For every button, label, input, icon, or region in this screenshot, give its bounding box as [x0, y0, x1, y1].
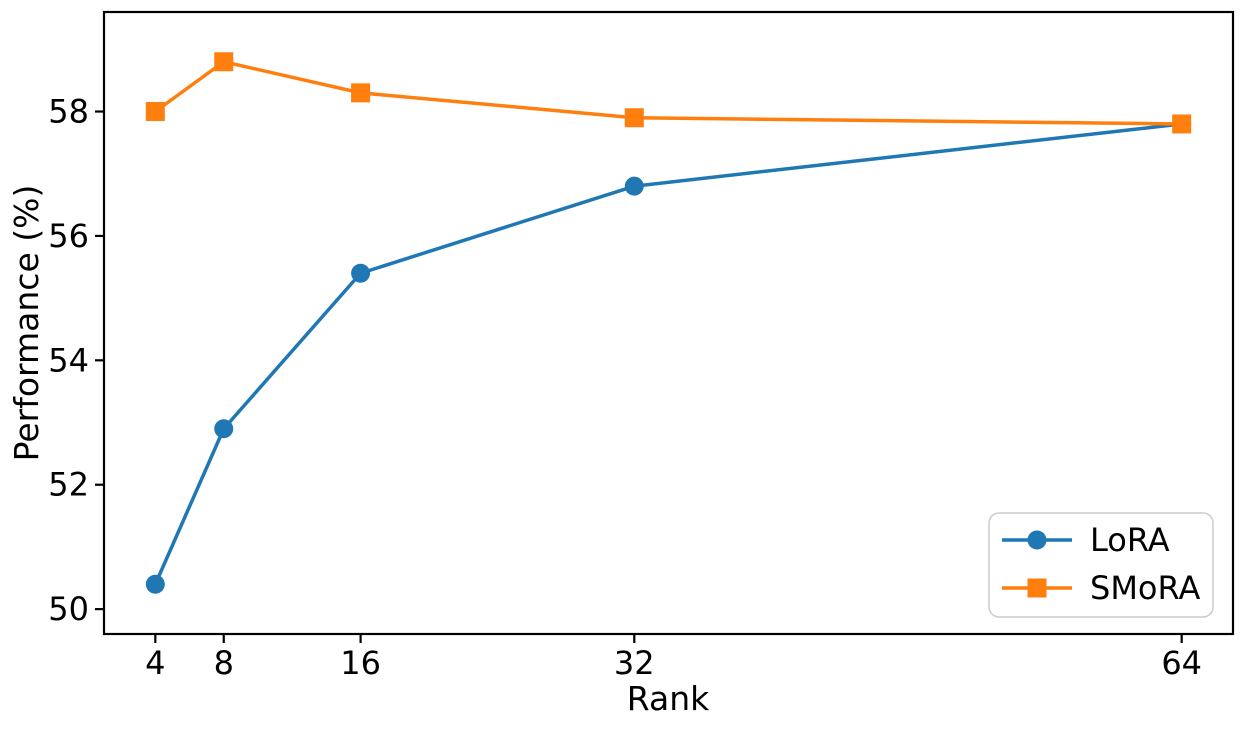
legend-label-smora: SMoRA	[1090, 569, 1200, 607]
lora-legend-circle-marker	[1027, 530, 1047, 550]
smora-line	[154, 60, 1182, 126]
legend-entry-smora: SMoRA	[1002, 569, 1200, 607]
y-axis-label: Performance (%)	[7, 185, 46, 462]
y-tick-label-52: 52	[48, 466, 89, 504]
plot-area: 4 8 16 32 64 50 52 54 56 58	[48, 10, 1235, 682]
lora-marker-rank-32	[624, 176, 644, 196]
smora-marker-rank-64	[1172, 114, 1192, 134]
smora-marker-rank-32	[624, 108, 644, 128]
lora-marker-rank-4	[145, 574, 165, 594]
x-tick-label-64: 64	[1161, 644, 1202, 682]
y-tick-label-58: 58	[48, 93, 89, 131]
lora-marker-rank-16	[351, 263, 371, 283]
y-tick-label-54: 54	[48, 341, 89, 379]
x-axis-label: Rank	[627, 679, 710, 718]
x-tick-label-4: 4	[145, 644, 165, 682]
legend: LoRA SMoRA	[988, 512, 1214, 618]
y-tick-label-50: 50	[48, 590, 89, 628]
smora-marker-rank-16	[351, 83, 371, 103]
x-tick-label-32: 32	[614, 644, 655, 682]
legend-entry-lora: LoRA	[1002, 521, 1170, 559]
lora-marker-rank-8	[214, 419, 234, 439]
x-tick-label-16: 16	[340, 644, 381, 682]
plot-area-border	[102, 10, 1235, 636]
smora-marker-rank-4	[145, 102, 165, 122]
smora-legend-square-marker	[1027, 578, 1047, 598]
smora-marker-rank-8	[214, 52, 234, 72]
legend-label-lora: LoRA	[1090, 521, 1170, 559]
x-tick-label-8: 8	[214, 644, 234, 682]
y-tick-label-56: 56	[48, 217, 89, 255]
